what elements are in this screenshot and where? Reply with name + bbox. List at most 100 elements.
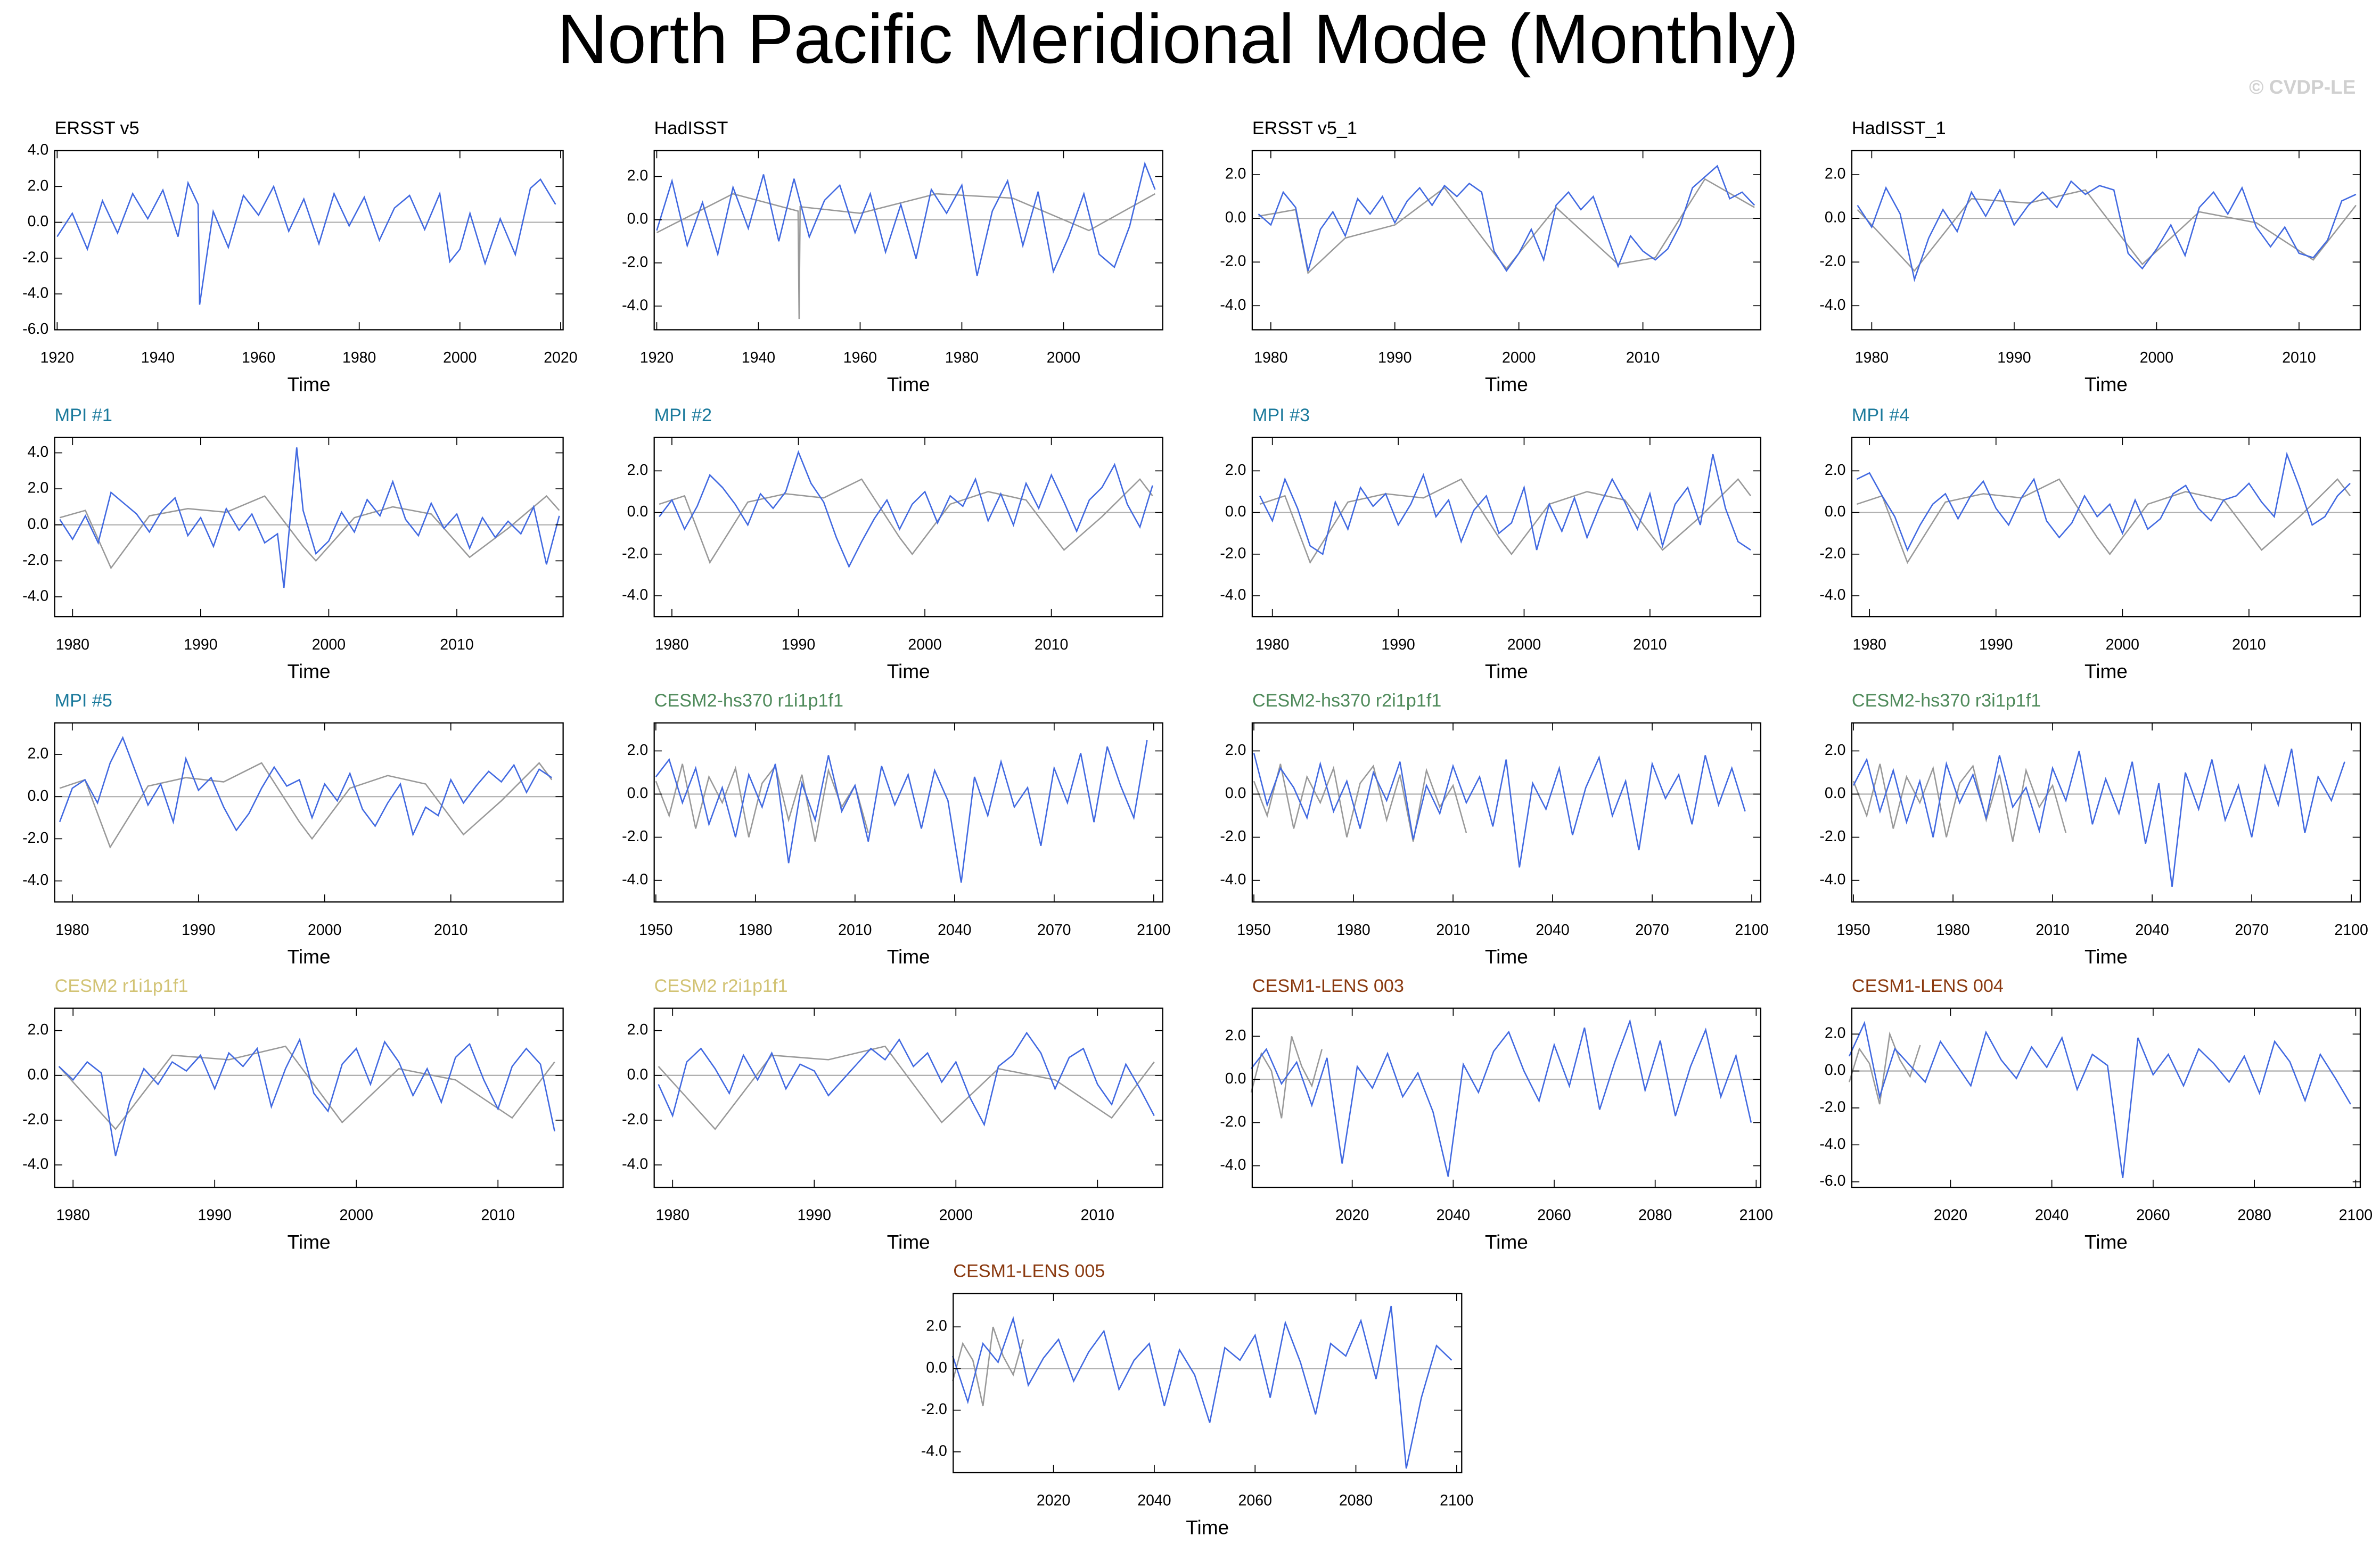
x-tick-label: 2000 [908, 636, 941, 653]
x-tick-label: 1990 [198, 1207, 232, 1224]
x-tick-label: 1960 [242, 349, 275, 366]
x-axis-label: Time [288, 945, 331, 967]
x-axis-label: Time [288, 1230, 331, 1253]
x-tick-label: 2060 [1238, 1492, 1272, 1509]
x-axis-label: Time [887, 945, 930, 967]
x-tick-label: 2010 [2036, 922, 2069, 939]
x-tick-label: 1920 [640, 349, 674, 366]
y-tick-label: 2.0 [1825, 1025, 1846, 1042]
series-line [655, 740, 1148, 883]
x-tick-label: 1990 [798, 1207, 831, 1224]
x-tick-label: 2000 [308, 922, 341, 939]
x-tick-label: 2020 [544, 349, 577, 366]
x-tick-label: 1980 [1852, 636, 1886, 653]
plot-frame [54, 722, 564, 903]
series-line [1258, 165, 1755, 272]
x-tick-label: 2000 [312, 636, 346, 653]
y-tick-label: -2.0 [1819, 545, 1845, 562]
x-tick-label: 1990 [182, 922, 215, 939]
y-tick-label: -2.0 [22, 552, 48, 569]
y-tick-label: 2.0 [1225, 742, 1246, 759]
y-tick-label: 2.0 [1225, 166, 1246, 183]
y-tick-label: 0.0 [28, 787, 49, 804]
plot-frame [653, 1007, 1163, 1188]
y-tick-label: 0.0 [1225, 209, 1246, 226]
panel-title: MPI #3 [1252, 405, 1310, 425]
panel-title: MPI #1 [55, 405, 112, 425]
panel-title: CESM1-LENS 005 [953, 1261, 1105, 1282]
y-tick-label: -4.0 [22, 872, 48, 889]
plot-frame [653, 150, 1163, 331]
x-tick-label: 1980 [56, 636, 89, 653]
series-line [1250, 1019, 1752, 1177]
x-axis-label: Time [288, 660, 331, 682]
y-tick-label: -4.0 [1819, 297, 1845, 314]
x-tick-label: 2060 [2136, 1207, 2170, 1224]
x-tick-label: 1990 [1997, 349, 2031, 366]
series-line [1258, 178, 1755, 275]
y-tick-label: -2.0 [1220, 545, 1246, 562]
series-line [59, 495, 560, 570]
credit: © CVDP-LE [2249, 76, 2356, 98]
y-tick-label: -4.0 [1819, 587, 1845, 604]
y-tick-label: 2.0 [1225, 462, 1246, 479]
y-tick-label: 2.0 [1825, 166, 1846, 183]
panel-title: CESM2-hs370 r1i1p1f1 [654, 691, 843, 711]
y-tick-label: -4.0 [622, 871, 648, 888]
x-tick-label: 2010 [1035, 636, 1068, 653]
y-tick-label: 4.0 [28, 444, 49, 461]
series-line [1852, 749, 2345, 887]
y-tick-label: -4.0 [1819, 871, 1845, 888]
x-tick-label: 1980 [945, 349, 979, 366]
y-tick-label: 4.0 [28, 142, 49, 159]
x-tick-label: 2000 [1047, 349, 1080, 366]
y-tick-label: 0.0 [1225, 785, 1246, 802]
x-axis-label: Time [887, 660, 930, 682]
x-tick-label: 2010 [838, 922, 872, 939]
x-tick-label: 2010 [1436, 922, 1470, 939]
y-tick-label: -2.0 [622, 545, 648, 562]
x-tick-label: 1960 [843, 349, 877, 366]
x-tick-label: 1920 [40, 349, 74, 366]
x-tick-label: 2000 [340, 1207, 373, 1224]
plot-frame [653, 722, 1163, 903]
x-axis-label: Time [2084, 660, 2128, 682]
x-tick-label: 2000 [2106, 636, 2139, 653]
y-tick-label: 2.0 [627, 1021, 649, 1038]
y-tick-label: 0.0 [1825, 503, 1846, 520]
x-tick-label: 2010 [2232, 636, 2266, 653]
x-tick-label: 2100 [1735, 922, 1768, 939]
x-tick-label: 1980 [1936, 922, 1969, 939]
panel-title: CESM1-LENS 004 [1852, 976, 2004, 996]
y-tick-label: -4.0 [22, 1156, 48, 1173]
y-tick-label: 0.0 [28, 213, 49, 230]
y-tick-label: 0.0 [926, 1359, 947, 1376]
series-line [1849, 1021, 2351, 1178]
series-line [1856, 451, 2351, 552]
series-line [1857, 180, 2357, 282]
y-tick-label: 2.0 [627, 167, 649, 184]
y-tick-label: -2.0 [622, 1111, 648, 1128]
series-line [1259, 478, 1752, 564]
series-line [1857, 189, 2357, 272]
x-tick-label: 2100 [2334, 922, 2368, 939]
panel-title: MPI #2 [654, 405, 712, 425]
y-tick-label: -4.0 [22, 588, 48, 605]
y-tick-label: -4.0 [921, 1442, 947, 1459]
x-axis-label: Time [2084, 1230, 2128, 1253]
y-tick-label: -2.0 [1220, 828, 1246, 845]
x-tick-label: 1980 [655, 636, 688, 653]
x-tick-label: 2000 [1507, 636, 1541, 653]
series-line [1852, 763, 2067, 842]
y-tick-label: 0.0 [1825, 209, 1846, 226]
x-tick-label: 1990 [1979, 636, 2013, 653]
series-line [1259, 454, 1751, 555]
y-tick-label: 2.0 [1825, 462, 1846, 479]
x-tick-label: 1980 [1855, 349, 1889, 366]
x-tick-label: 2080 [1339, 1492, 1373, 1509]
panel-title: MPI #4 [1852, 405, 1909, 425]
y-tick-label: -4.0 [1220, 587, 1246, 604]
x-tick-label: 2010 [1626, 349, 1660, 366]
series-line [1857, 478, 2351, 564]
x-tick-label: 2040 [2135, 922, 2169, 939]
